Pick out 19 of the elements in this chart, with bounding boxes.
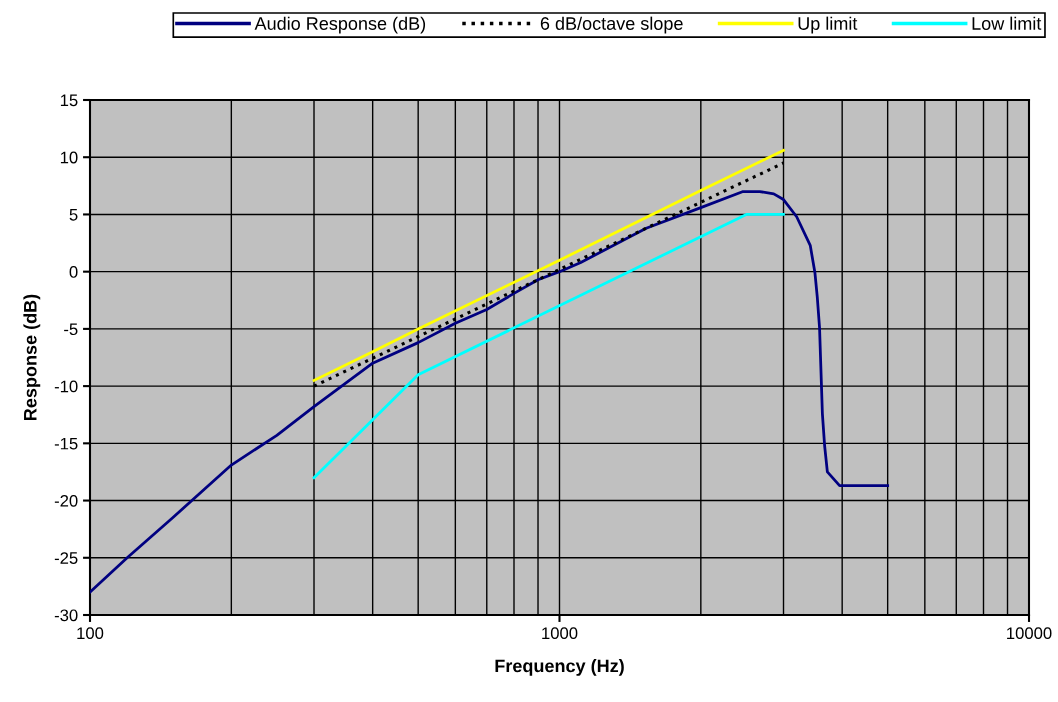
y-tick-label: -25 bbox=[54, 552, 78, 564]
legend-label: Audio Response (dB) bbox=[254, 16, 426, 34]
y-tick-label: 0 bbox=[69, 266, 78, 278]
x-tick-label: 1000 bbox=[542, 627, 578, 640]
y-tick-label: 10 bbox=[60, 151, 78, 164]
x-tick-label: 100 bbox=[77, 627, 104, 640]
legend-label: Low limit bbox=[972, 16, 1042, 30]
y-tick-label: -5 bbox=[64, 323, 78, 336]
x-tick-label: 10000 bbox=[1007, 627, 1052, 640]
y-tick-label: -15 bbox=[54, 437, 78, 450]
y-tick-label: 5 bbox=[69, 209, 78, 221]
y-tick-label: -30 bbox=[54, 609, 78, 622]
y-tick-label: -20 bbox=[54, 494, 78, 507]
legend-label: 6 dB/octave slope bbox=[540, 16, 683, 34]
legend-label: Up limit bbox=[798, 16, 858, 34]
y-tick-label: 15 bbox=[60, 94, 78, 107]
y-tick-label: -10 bbox=[54, 380, 78, 393]
y-axis-title: Response (dB) bbox=[23, 294, 41, 420]
x-axis-title: Frequency (Hz) bbox=[495, 659, 624, 676]
